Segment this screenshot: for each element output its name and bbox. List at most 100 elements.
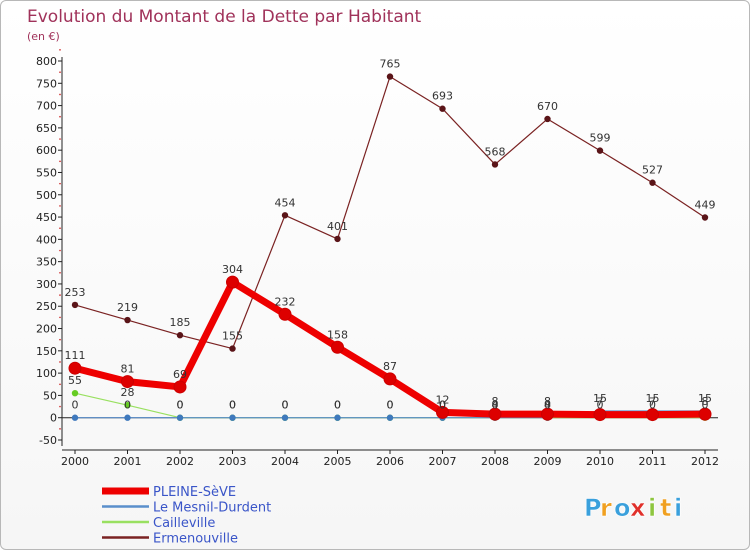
x-tick-label: 2001: [114, 455, 142, 468]
data-labels: 253 219 185 155 454 401 765 693 568 670 599 527 449 5…: [65, 58, 716, 412]
y-tick-label: 100: [36, 367, 57, 380]
brand-letter: r: [600, 494, 612, 522]
data-point-ermenouville: [491, 161, 499, 168]
y-tick-label: 750: [36, 77, 57, 90]
data-label-pleine-s-ve: 304: [222, 263, 243, 276]
data-label-pleine-s-ve: 69: [173, 368, 187, 381]
y-minor-dot: [59, 405, 61, 408]
data-label-ermenouville: 449: [695, 199, 716, 212]
data-point-ermenouville: [649, 179, 656, 186]
data-label-cailleville: 0: [544, 399, 551, 412]
data-label-ermenouville: 765: [380, 58, 401, 71]
data-label-le-mesnil-durdent: 0: [282, 399, 289, 412]
y-tick-label: 500: [36, 189, 57, 202]
x-tick-label: 2007: [429, 455, 457, 468]
data-label-le-mesnil-durdent: 4: [492, 399, 499, 412]
brand-letter: o: [614, 494, 631, 522]
data-point-pleine-s-ve: [121, 375, 134, 389]
data-label-le-mesnil-durdent: 0: [124, 399, 131, 412]
legend-label-le-mesnil-durdent: Le Mesnil-Durdent: [153, 501, 271, 516]
data-point-le-mesnil-durdent: [124, 414, 131, 421]
data-point-ermenouville: [229, 345, 236, 352]
x-tick-label: 2004: [271, 455, 299, 468]
data-point-pleine-s-ve: [488, 407, 502, 421]
data-label-cailleville: 0: [702, 399, 709, 412]
data-point-pleine-s-ve: [593, 408, 607, 422]
y-minor-dot: [59, 383, 61, 386]
y-tick-label: 350: [36, 256, 57, 269]
data-point-le-mesnil-durdent: [229, 414, 236, 421]
data-point-pleine-s-ve: [646, 408, 659, 422]
y-minor-dot: [59, 271, 61, 274]
data-label-ermenouville: 527: [642, 164, 663, 177]
x-tick-label: 2012: [691, 455, 719, 468]
brand-letter: x: [630, 494, 646, 522]
brand-letter: i: [674, 494, 682, 522]
x-tick-label: 2000: [61, 455, 89, 468]
brand-letter: i: [648, 494, 656, 522]
data-label-le-mesnil-durdent: 0: [177, 399, 184, 412]
data-label-le-mesnil-durdent: 15: [593, 392, 607, 405]
data-label-cailleville: 0: [492, 399, 499, 412]
data-label-le-mesnil-durdent: 0: [229, 399, 236, 412]
y-minor-dot: [59, 160, 61, 163]
y-minor-dot: [59, 316, 61, 319]
y-tick-label: 50: [43, 389, 57, 402]
data-label-cailleville: 0: [439, 399, 446, 412]
legend-label-cailleville: Cailleville: [153, 516, 215, 531]
y-tick-label: 300: [36, 278, 57, 291]
y-minor-dot: [59, 49, 61, 51]
data-label-cailleville: 28: [121, 386, 135, 399]
data-label-pleine-s-ve: 111: [65, 349, 86, 362]
data-label-le-mesnil-durdent: 15: [698, 392, 712, 405]
legend-label-pleine-s-ve: PLEINE-SèVE: [153, 485, 236, 500]
data-point-pleine-s-ve: [436, 405, 449, 419]
data-point-pleine-s-ve: [541, 407, 554, 421]
data-label-cailleville: 0: [229, 399, 236, 412]
x-tick-label: 2011: [639, 455, 667, 468]
axes: -500501001502002503003504004505005506006…: [36, 49, 719, 468]
data-point-ermenouville: [701, 214, 709, 221]
brand-letter: t: [660, 494, 671, 522]
data-label-pleine-s-ve: 12: [436, 393, 450, 406]
y-minor-dot: [59, 227, 61, 230]
data-point-pleine-s-ve: [226, 275, 239, 289]
data-label-le-mesnil-durdent: 4: [544, 399, 551, 412]
data-label-cailleville: 0: [177, 399, 184, 412]
y-tick-label: 800: [36, 55, 57, 68]
data-label-le-mesnil-durdent: 15: [646, 392, 660, 405]
y-tick-label: 250: [36, 300, 57, 313]
y-tick-label: 0: [50, 412, 57, 425]
y-tick-label: 700: [36, 100, 57, 113]
data-label-cailleville: 0: [649, 399, 656, 412]
data-label-cailleville: 55: [68, 374, 82, 387]
brand-logo: Pr o x i t i: [584, 494, 683, 523]
data-point-le-mesnil-durdent: [176, 414, 184, 421]
data-point-le-mesnil-durdent: [386, 414, 394, 421]
data-point-ermenouville: [544, 115, 551, 123]
data-label-cailleville: 0: [334, 399, 341, 412]
data-label-ermenouville: 568: [485, 145, 506, 158]
data-label-cailleville: 0: [282, 399, 289, 412]
x-tick-label: 2010: [586, 455, 614, 468]
y-tick-label: 600: [36, 144, 57, 157]
data-point-pleine-s-ve: [278, 307, 292, 321]
y-minor-dot: [59, 205, 61, 207]
y-minor-dot: [59, 338, 61, 341]
data-point-pleine-s-ve: [173, 380, 187, 394]
chart-title: Evolution du Montant de la Dette par Hab…: [27, 7, 422, 27]
y-tick-label: 650: [36, 122, 57, 135]
data-label-le-mesnil-durdent: 0: [334, 399, 341, 412]
y-minor-dot: [59, 115, 61, 118]
x-tick-label: 2005: [324, 455, 352, 468]
data-point-ermenouville: [281, 212, 289, 219]
data-point-ermenouville: [176, 332, 184, 339]
x-tick-label: 2009: [534, 455, 562, 468]
data-point-cailleville: [71, 389, 79, 397]
y-minor-dot: [59, 71, 61, 73]
data-label-pleine-s-ve: 87: [383, 360, 397, 373]
y-tick-label: 550: [36, 166, 57, 179]
data-label-pleine-s-ve: 158: [327, 328, 348, 341]
